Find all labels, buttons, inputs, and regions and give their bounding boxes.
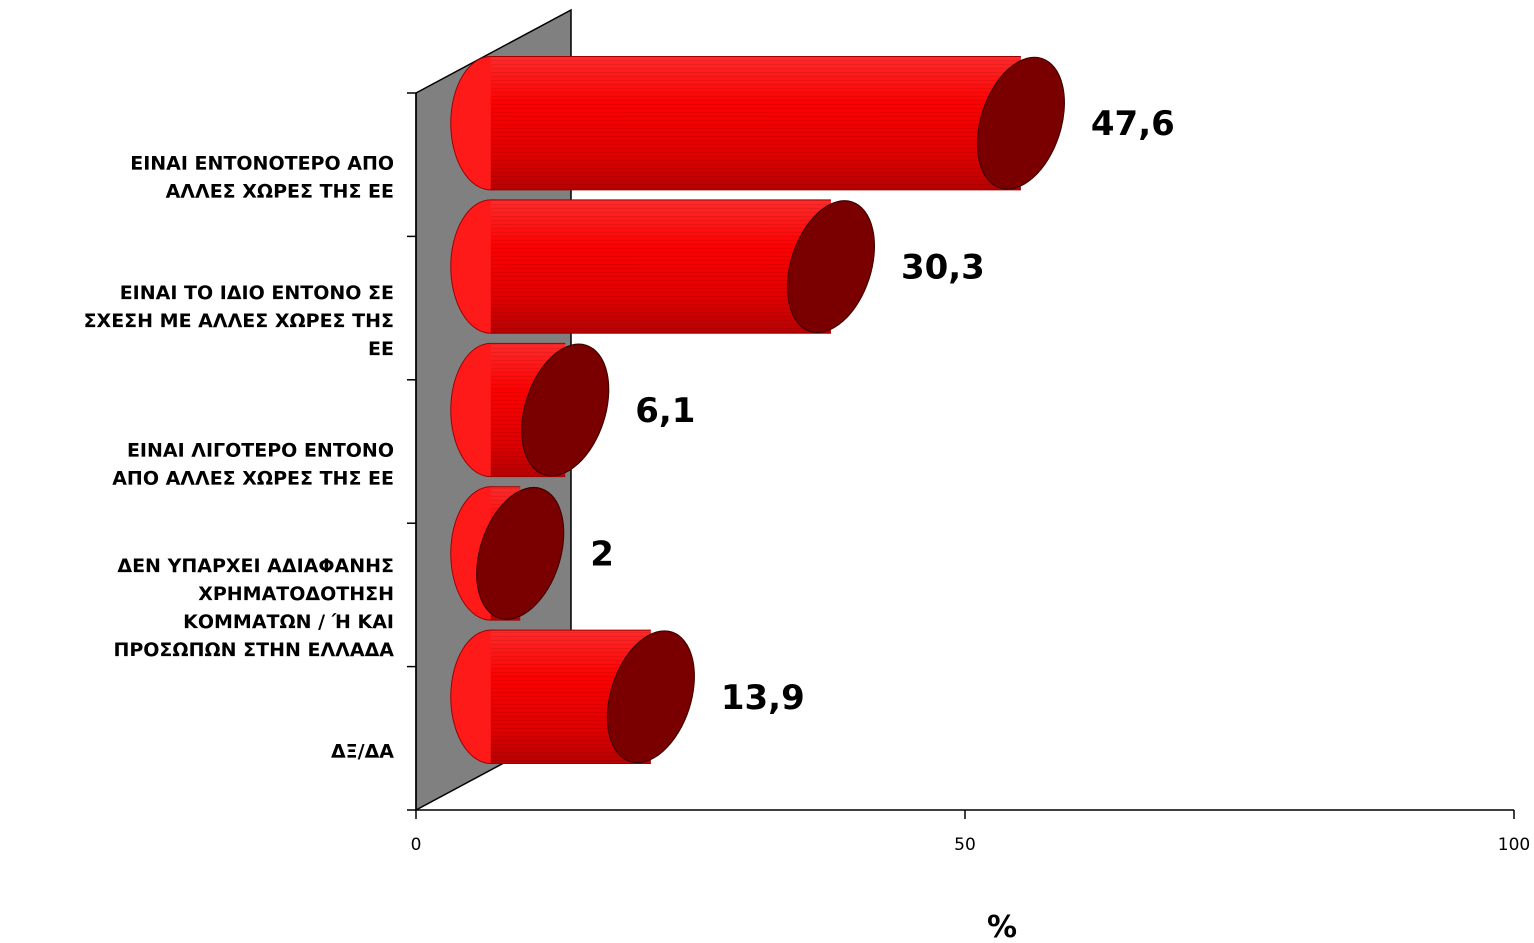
value-label: 2 (590, 534, 614, 574)
category-label-line: ΣΧΕΣΗ ΜΕ ΑΛΛΕΣ ΧΩΡΕΣ ΤΗΣ (84, 310, 394, 332)
bar-body-texture (490, 56, 1021, 190)
bar-end-cap (606, 630, 695, 764)
category-label-line: ΕΙΝΑΙ ΛΙΓΟΤΕΡΟ ΕΝΤΟΝΟ (127, 440, 394, 462)
bar (450, 486, 565, 621)
category-label-line: ΧΡΗΜΑΤΟΔΟΤΗΣΗ (198, 583, 394, 605)
bar (450, 199, 876, 334)
x-tick-label: 0 (411, 835, 422, 855)
category-label: ΕΙΝΑΙ ΤΟ ΙΔΙΟ ΕΝΤΟΝΟ ΣΕ ΣΧΕΣΗ ΜΕ ΑΛΛΕΣ ΧΩ… (84, 282, 394, 360)
bar-end-cap (521, 343, 610, 477)
category-label-line: ΑΛΛΕΣ ΧΩΡΕΣ ΤΗΣ ΕΕ (166, 181, 394, 203)
category-label-line: ΕΙΝΑΙ ΕΝΤΟΝΟΤΕΡΟ ΑΠΟ (130, 153, 394, 175)
value-label: 6,1 (635, 391, 695, 431)
value-label: 47,6 (1091, 104, 1175, 144)
category-label-line: ΚΟΜΜΑΤΩΝ / Ή ΚΑΙ (183, 611, 394, 633)
x-axis-title: % (987, 910, 1017, 943)
category-label: ΔΞ/ΔΑ (331, 740, 394, 762)
category-label-line: ΕΕ (368, 338, 394, 360)
category-label-line: ΠΡΟΣΩΠΩΝ ΣΤΗΝ ΕΛΛΑΔΑ (113, 639, 394, 661)
category-label-line: ΔΕΝ ΥΠΑΡΧΕΙ ΑΔΙΑΦΑΝΗΣ (117, 555, 394, 577)
category-label-line: ΕΙΝΑΙ ΤΟ ΙΔΙΟ ΕΝΤΟΝΟ ΣΕ (120, 282, 394, 304)
x-tick-label: 50 (954, 835, 976, 855)
category-label-line: ΔΞ/ΔΑ (331, 740, 394, 762)
bar-body-texture (490, 199, 831, 334)
bar (450, 342, 610, 478)
bar-end-cap (976, 56, 1065, 190)
bar-end-cap (786, 200, 876, 334)
value-label: 30,3 (901, 248, 985, 288)
category-label: ΕΙΝΑΙ ΛΙΓΟΤΕΡΟ ΕΝΤΟΝΟ ΑΠΟ ΑΛΛΕΣ ΧΩΡΕΣ ΤΗΣ… (112, 440, 394, 490)
x-tick-label: 100 (1498, 835, 1530, 855)
category-label: ΕΙΝΑΙ ΕΝΤΟΝΟΤΕΡΟ ΑΠΟ ΑΛΛΕΣ ΧΩΡΕΣ ΤΗΣ ΕΕ (130, 153, 394, 203)
bar (450, 56, 1065, 191)
bar (450, 629, 695, 764)
category-label: ΔΕΝ ΥΠΑΡΧΕΙ ΑΔΙΑΦΑΝΗΣ ΧΡΗΜΑΤΟΔΟΤΗΣΗ ΚΟΜΜΑΤ… (113, 555, 394, 661)
value-label: 13,9 (721, 678, 805, 718)
category-label-line: ΑΠΟ ΑΛΛΕΣ ΧΩΡΕΣ ΤΗΣ ΕΕ (112, 468, 394, 490)
bar-end-cap (476, 486, 565, 620)
